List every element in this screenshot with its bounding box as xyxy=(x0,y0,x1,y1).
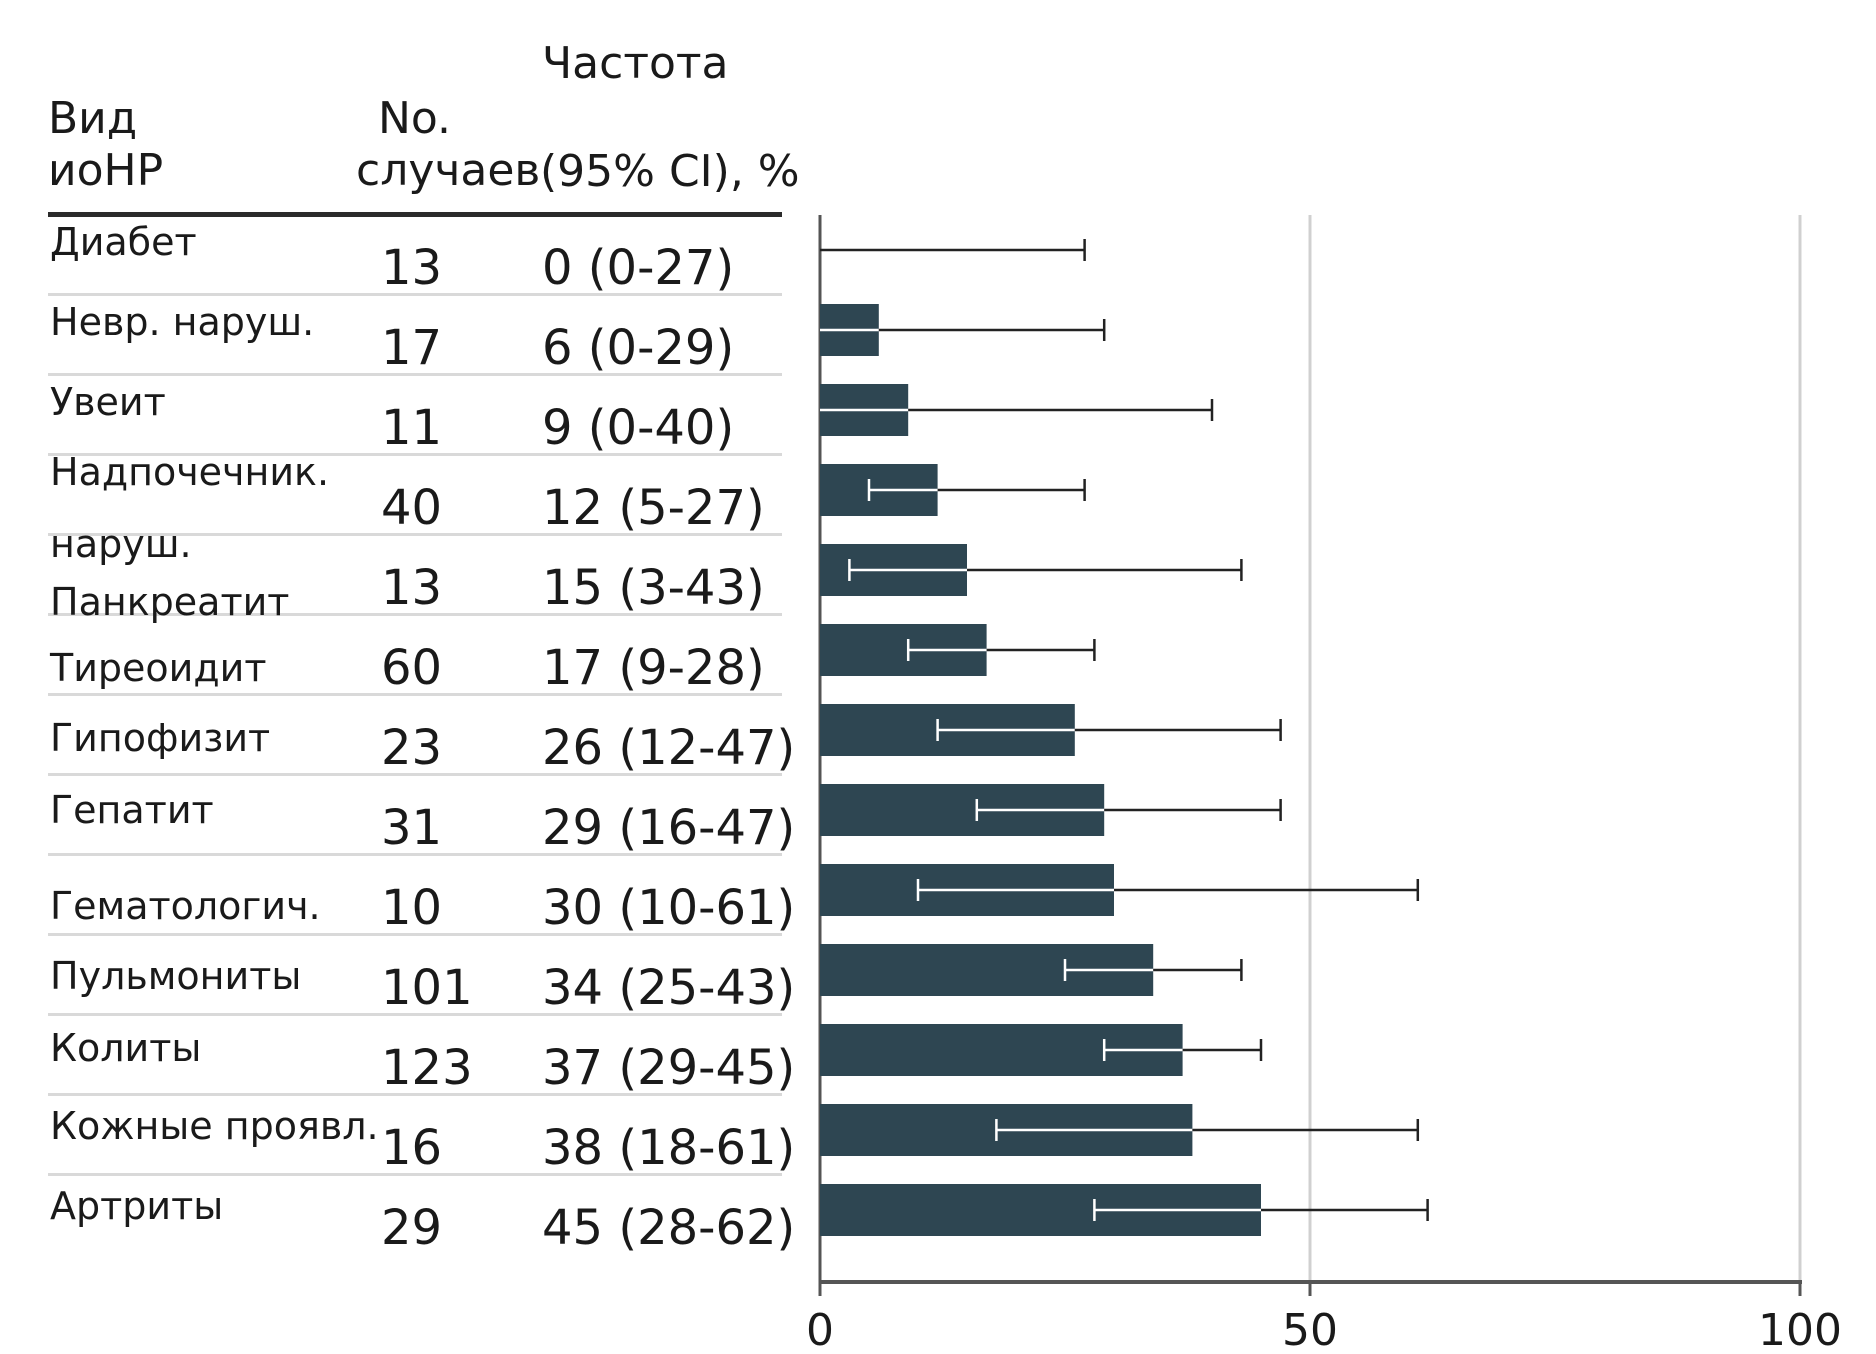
table-row: наруш. 13 15 (3-43) xyxy=(48,522,782,616)
row-cases: 123 xyxy=(381,1040,473,1096)
row-frequency: 38 (18-61) xyxy=(542,1120,796,1176)
row-frequency: 34 (25-43) xyxy=(542,960,796,1016)
row-cases: 11 xyxy=(381,400,443,456)
row-frequency: 6 (0-29) xyxy=(542,320,735,376)
row-cases: 31 xyxy=(381,800,443,856)
header-type: Вид иоНР xyxy=(48,93,163,197)
row-type: Надпочечник. xyxy=(50,450,330,494)
row-cases: 16 xyxy=(381,1120,443,1176)
row-divider xyxy=(48,933,782,936)
row-type: Артриты xyxy=(50,1184,224,1228)
row-frequency: 37 (29-45) xyxy=(542,1040,796,1096)
row-cases: 17 xyxy=(381,320,443,376)
header-cases-line1: No. xyxy=(378,93,452,144)
table-row: Надпочечник. 40 12 (5-27) xyxy=(48,450,782,536)
row-divider xyxy=(48,1093,782,1096)
row-frequency: 26 (12-47) xyxy=(542,720,796,776)
table-row: Гематологич. 101 34 (25-43) xyxy=(48,884,795,1016)
table-row: Кожные проявл. 29 45 (28-62) xyxy=(48,1104,795,1256)
row-frequency: 45 (28-62) xyxy=(542,1200,796,1256)
row-frequency: 0 (0-27) xyxy=(542,240,735,296)
row-type: Тиреоидит xyxy=(50,646,267,690)
row-frequency: 29 (16-47) xyxy=(542,800,796,856)
row-divider xyxy=(48,293,782,296)
x-tick-label: 50 xyxy=(1282,1305,1338,1354)
table-row: Пульмониты 123 37 (29-45) xyxy=(48,954,795,1096)
row-cases: 101 xyxy=(381,960,473,1016)
row-type: Гипофизит xyxy=(50,716,271,760)
row-divider xyxy=(48,773,782,776)
header-cases: No. случаев xyxy=(356,93,540,197)
table-row: Невр. наруш. 17 6 (0-29) xyxy=(48,296,782,376)
row-type: наруш. xyxy=(50,522,192,566)
row-type: Пульмониты xyxy=(50,954,302,998)
row-divider xyxy=(48,1013,782,1016)
table-row: Диабет 13 0 (0-27) xyxy=(48,216,782,296)
row-cases: 29 xyxy=(381,1200,443,1256)
header-cases-line2: случаев xyxy=(356,145,541,196)
row-divider xyxy=(48,453,782,456)
header-freq-line1: Частота xyxy=(542,38,729,89)
row-divider xyxy=(48,373,782,376)
row-divider xyxy=(48,693,782,696)
row-frequency: 30 (10-61) xyxy=(542,880,796,936)
row-type: Гематологич. xyxy=(50,884,321,928)
header-freq-line2: (95% CI), % xyxy=(540,146,800,197)
row-type: Невр. наруш. xyxy=(50,300,315,344)
row-divider xyxy=(48,613,782,616)
row-frequency: 12 (5-27) xyxy=(542,480,765,536)
row-cases: 23 xyxy=(381,720,443,776)
table-row: Гепатит 10 30 (10-61) xyxy=(48,788,795,936)
row-type: Колиты xyxy=(50,1026,202,1070)
table-row: Артриты xyxy=(48,1184,782,1336)
row-cases: 10 xyxy=(381,880,443,936)
row-frequency: 9 (0-40) xyxy=(542,400,735,456)
header-rule xyxy=(48,212,782,217)
row-frequency: 15 (3-43) xyxy=(542,560,765,616)
header-type-line2: иоНР xyxy=(48,145,164,196)
row-type: Кожные проявл. xyxy=(50,1104,379,1148)
row-type: Гепатит xyxy=(50,788,214,832)
row-cases: 60 xyxy=(381,640,443,696)
table-row: Увеит 11 9 (0-40) xyxy=(48,376,782,456)
table-row: Гипофизит 31 29 (16-47) xyxy=(48,716,795,856)
row-cases: 40 xyxy=(381,480,443,536)
row-cases: 13 xyxy=(381,240,443,296)
table-row: Тиреоидит 23 26 (12-47) xyxy=(48,646,795,776)
row-divider xyxy=(48,853,782,856)
header-type-line1: Вид xyxy=(48,93,138,144)
row-frequency: 17 (9-28) xyxy=(542,640,765,696)
row-divider xyxy=(48,1173,782,1176)
row-type: Увеит xyxy=(50,380,166,424)
row-type: Панкреатит xyxy=(50,580,290,624)
header-freq: Частота (95% CI), % xyxy=(540,38,800,198)
row-divider xyxy=(48,533,782,536)
table-row: Панкреатит 60 17 (9-28) xyxy=(48,580,782,696)
table-row: Колиты 16 38 (18-61) xyxy=(48,1026,795,1176)
x-tick-label: 0 xyxy=(806,1305,834,1354)
row-type: Диабет xyxy=(50,220,197,264)
row-cases: 13 xyxy=(381,560,443,616)
x-tick-label: 100 xyxy=(1758,1305,1842,1354)
